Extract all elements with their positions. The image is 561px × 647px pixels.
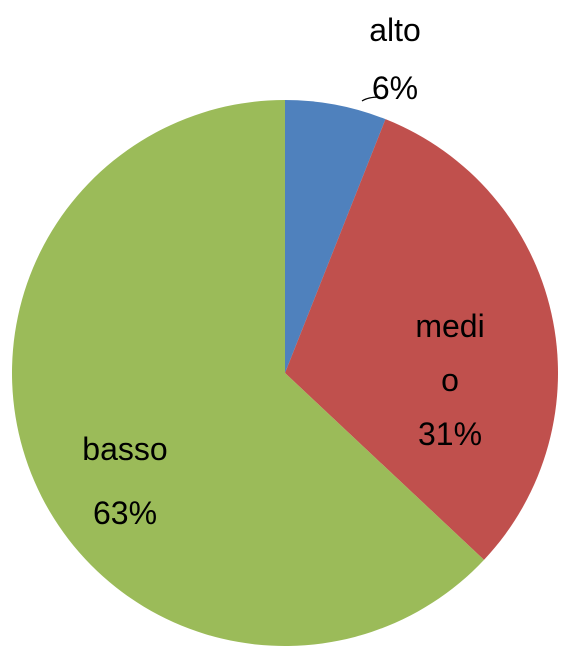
category-label: medio <box>415 308 485 398</box>
category-label: basso <box>82 431 168 467</box>
pie-slice <box>285 100 386 373</box>
pie-slice <box>11 100 485 646</box>
value-label: 6% <box>371 70 419 106</box>
slices <box>11 100 558 646</box>
data-label: alto 6% <box>335 3 455 115</box>
data-label: basso 63% <box>55 422 195 540</box>
leader-line <box>361 96 381 102</box>
pie-slice <box>285 119 558 560</box>
value-label: 31% <box>417 416 483 452</box>
value-label: 63% <box>92 495 158 531</box>
data-label: medio 31% <box>411 299 489 461</box>
category-label: alto <box>369 12 421 48</box>
